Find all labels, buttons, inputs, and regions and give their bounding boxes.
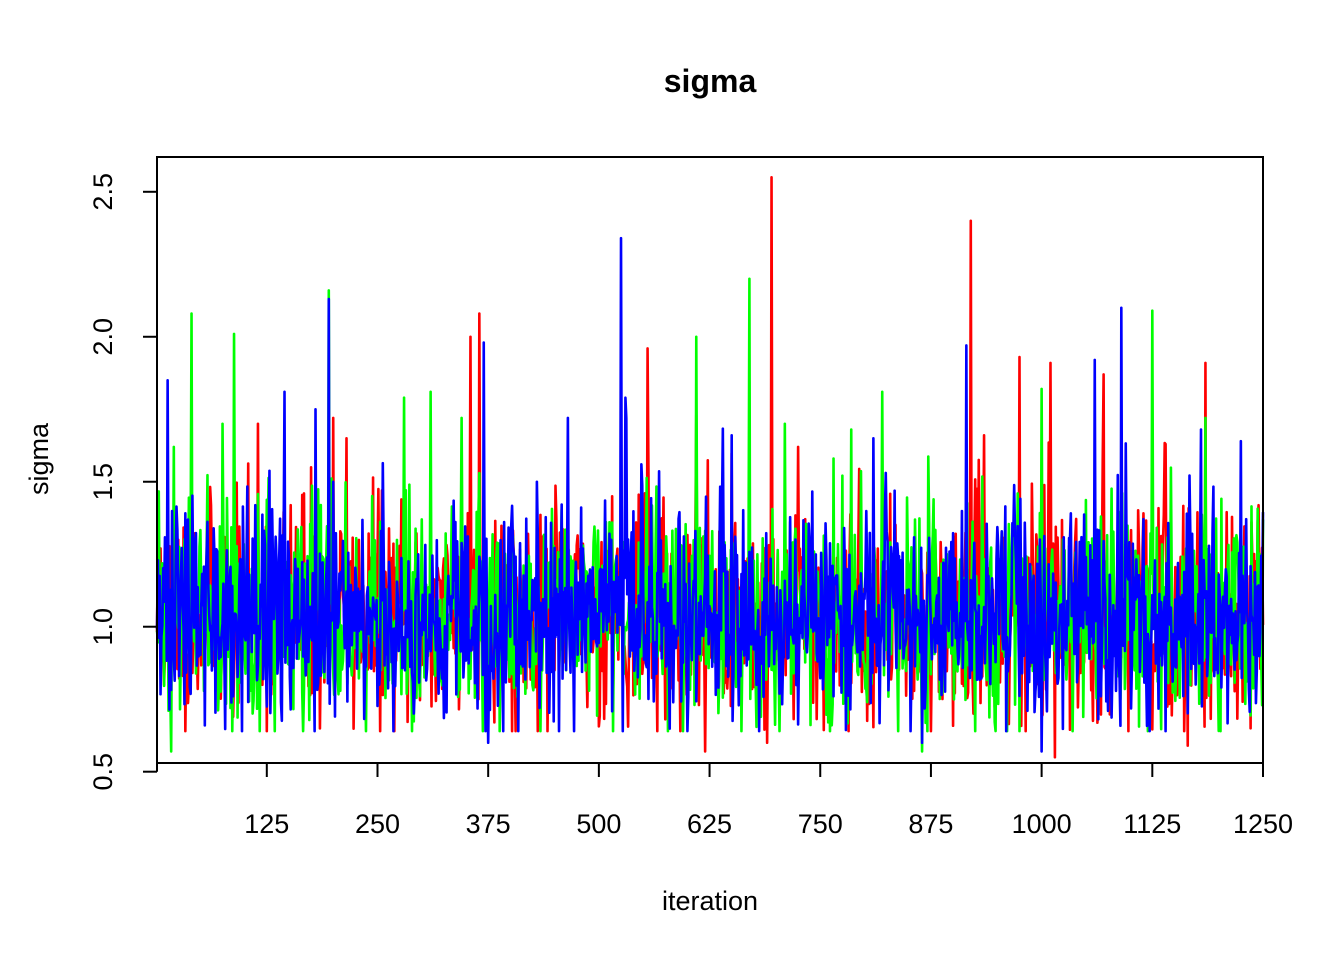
- x-tick-label: 875: [908, 809, 953, 839]
- series-line-3: [155, 236, 1265, 753]
- x-tick-label: 625: [687, 809, 732, 839]
- y-tick-label: 1.5: [88, 463, 118, 501]
- x-tick-label: 1250: [1233, 809, 1293, 839]
- x-tick-label: 500: [576, 809, 621, 839]
- series-layer: [155, 176, 1265, 759]
- chart-title: sigma: [664, 63, 757, 99]
- x-tick-label: 375: [466, 809, 511, 839]
- y-tick-label: 1.0: [88, 608, 118, 646]
- x-tick-label: 1125: [1123, 809, 1181, 839]
- y-tick-label: 0.5: [88, 753, 118, 791]
- x-tick-label: 250: [355, 809, 400, 839]
- x-axis-label: iteration: [662, 886, 758, 916]
- y-tick-label: 2.5: [88, 173, 118, 211]
- y-tick-label: 2.0: [88, 318, 118, 356]
- x-tick-label: 1000: [1012, 809, 1072, 839]
- plot-frame: [156, 156, 1264, 764]
- y-axis-label: sigma: [24, 422, 54, 495]
- x-tick-label: 750: [798, 809, 843, 839]
- x-tick-label: 125: [244, 809, 289, 839]
- x-axis: 125 250 375 500 625 750 875 1000 1125 1250: [244, 762, 1293, 839]
